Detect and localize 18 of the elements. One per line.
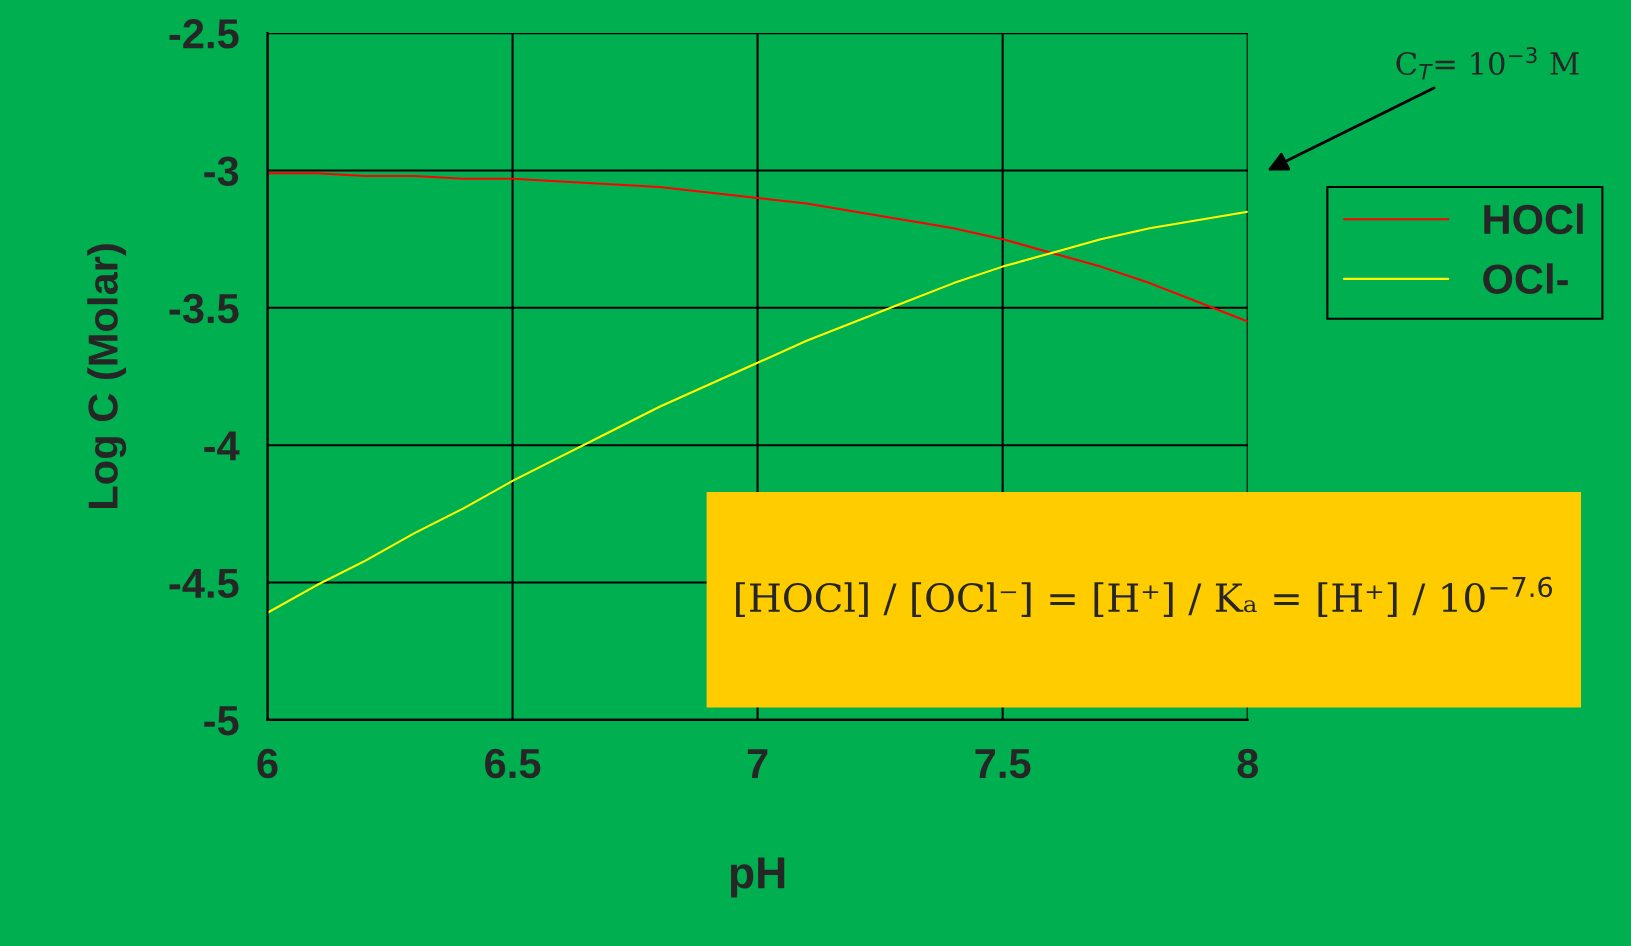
x-tick-label: 7 — [747, 749, 768, 778]
y-tick-label: -5 — [204, 706, 239, 736]
x-tick-label: 6.5 — [485, 748, 541, 779]
x-tick-label: 8 — [1237, 748, 1259, 779]
y-axis-title: Log C (Molar) — [87, 244, 127, 508]
x-tick-label: 7.5 — [975, 749, 1031, 779]
y-tick-label: -4 — [204, 431, 240, 461]
y-tick-label: -4.5 — [169, 568, 239, 599]
y-tick-label: -3 — [204, 156, 239, 187]
y-tick-label: -2.5 — [169, 19, 239, 49]
text: C$_{T}$= 10$^{−3}$ M — [1396, 47, 1579, 80]
x-tick-label: 6 — [257, 748, 278, 779]
legend-label: HOCl — [1484, 203, 1583, 235]
y-tick-label: -3.5 — [169, 293, 239, 324]
x-axis-title: pH — [730, 857, 785, 898]
annotation: [HOCl] / [OCl⁻] = [H⁺] / Kₐ = [H⁺] / 10$^{−7.6}$ — [736, 576, 1552, 617]
line-series — [267, 172, 1248, 323]
legend-label: OCl- — [1483, 263, 1568, 294]
